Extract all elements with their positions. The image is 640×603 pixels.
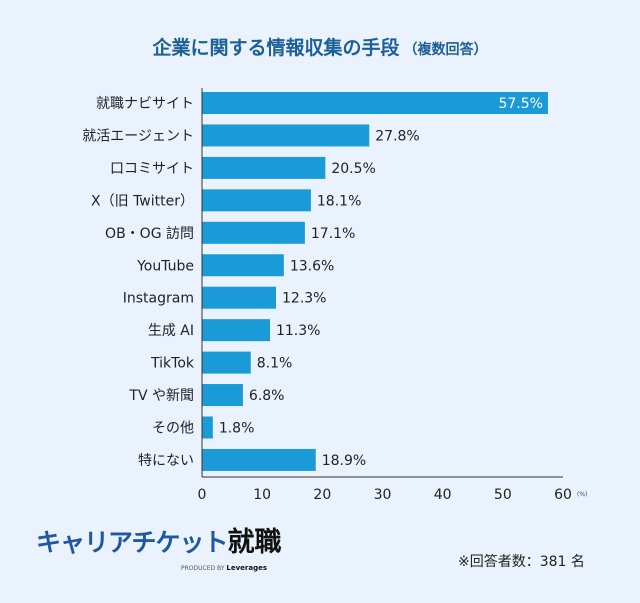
bar xyxy=(202,92,548,114)
x-tick-label: 20 xyxy=(313,487,331,503)
data-label: 27.8% xyxy=(375,128,419,144)
category-label: TV や新聞 xyxy=(128,388,194,404)
x-tick-label: 60 xyxy=(554,487,572,503)
produced-by-text: PRODUCED BY xyxy=(181,565,225,572)
bar xyxy=(202,189,311,212)
bar xyxy=(202,221,305,244)
data-label: 17.1% xyxy=(311,226,355,242)
chart-subtitle: （複数回答） xyxy=(403,42,488,58)
bar xyxy=(202,448,316,471)
category-label: その他 xyxy=(152,421,194,437)
bar xyxy=(202,319,270,342)
title-text: 企業に関する情報収集の手段 xyxy=(152,37,400,59)
data-label: 8.1% xyxy=(257,356,293,372)
category-label: TikTok xyxy=(150,356,195,372)
x-tick-label: 40 xyxy=(434,487,452,503)
data-label: 13.6% xyxy=(290,258,334,274)
data-label: 6.8% xyxy=(249,388,285,404)
data-label: 11.3% xyxy=(276,323,320,339)
bar xyxy=(202,254,284,277)
bar xyxy=(202,351,251,374)
logo: キャリアチケット就職 PRODUCED BY Leverages xyxy=(36,527,282,573)
x-tick-label: 0 xyxy=(198,487,207,503)
category-label: 就職ナビサイト xyxy=(96,96,194,112)
bar xyxy=(202,156,326,179)
x-tick-label: 10 xyxy=(253,487,271,503)
logo-kana: キャリアチケット xyxy=(36,528,229,557)
category-label: 就活エージェント xyxy=(82,128,194,144)
category-label: 特にない xyxy=(138,453,194,469)
data-label: 12.3% xyxy=(282,291,326,307)
category-label: YouTube xyxy=(136,258,194,274)
x-tick-label: 50 xyxy=(494,487,512,503)
logo-produced-by: PRODUCED BY Leverages xyxy=(181,564,267,573)
bar xyxy=(202,124,370,147)
data-label: 57.5% xyxy=(498,96,542,112)
bar xyxy=(202,286,277,309)
data-label: 18.9% xyxy=(322,453,366,469)
data-label: 20.5% xyxy=(331,161,375,177)
category-label: 口コミサイト xyxy=(110,161,194,177)
data-label: 1.8% xyxy=(219,421,255,437)
logo-kanji: 就職 xyxy=(227,527,282,558)
respondent-note: ※回答者数：381 名 xyxy=(458,554,585,570)
data-label: 18.1% xyxy=(317,193,361,209)
x-unit-label: (%) xyxy=(577,491,587,498)
chart-title: 企業に関する情報収集の手段 （複数回答） xyxy=(0,33,640,60)
x-tick-label: 30 xyxy=(374,487,392,503)
bar xyxy=(202,384,243,407)
bar xyxy=(202,416,213,439)
category-label: OB・OG 訪問 xyxy=(105,226,194,242)
category-label: X（旧 Twitter） xyxy=(91,193,194,209)
category-label: Instagram xyxy=(123,291,194,307)
brand-text: Leverages xyxy=(226,564,268,572)
category-label: 生成 AI xyxy=(148,323,194,339)
